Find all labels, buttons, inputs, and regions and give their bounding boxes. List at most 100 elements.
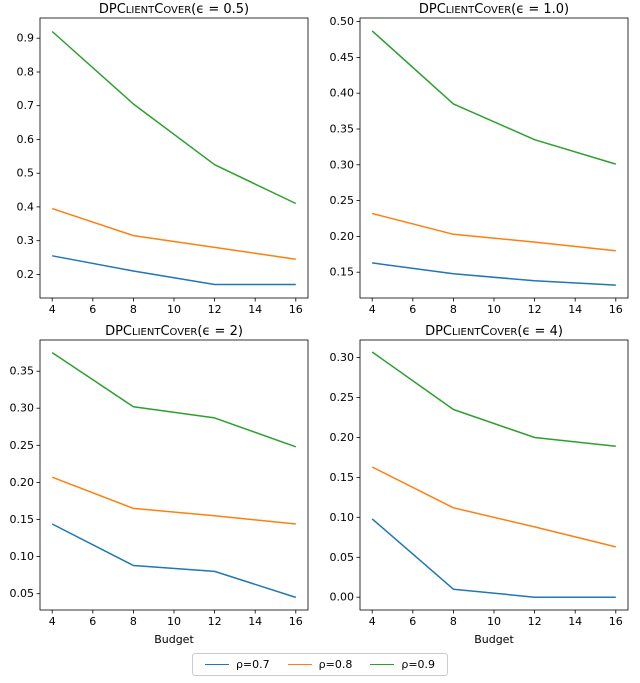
x-tick-label: 14	[568, 303, 582, 316]
y-tick-label: 0.15	[330, 266, 355, 279]
legend-entry: ρ=0.8	[287, 658, 353, 671]
x-tick-label: 4	[49, 615, 56, 628]
chart-eps-1.0: 4 6 8 10 12 14 16 0.15 0.20 0.25 0.30 0.35 0.40 0.45 0…	[330, 2, 629, 316]
chart-title: DPCLIENTCOVER(ϵ = 2)	[105, 324, 243, 339]
legend-label: ρ=0.7	[235, 658, 270, 671]
legend: ρ=0.7 ρ=0.8 ρ=0.9	[191, 653, 449, 676]
y-tick-label: 0.00	[330, 591, 355, 604]
y-tick-label: 0.45	[330, 51, 355, 64]
chart-title: DPCLIENTCOVER(ϵ = 0.5)	[99, 2, 249, 17]
x-tick-label: 4	[369, 615, 376, 628]
plot-frame	[359, 339, 629, 611]
y-tick-label: 0.4	[17, 200, 35, 213]
series-line-1	[371, 466, 616, 548]
series-line-2	[371, 30, 617, 165]
y-tick-label: 0.9	[17, 32, 35, 45]
y-tick-label: 0.7	[17, 99, 35, 112]
series-line-2	[51, 351, 297, 448]
series-line-2	[371, 351, 616, 447]
x-tick-label: 14	[248, 615, 262, 628]
x-tick-label: 6	[409, 303, 416, 316]
x-tick-label: 16	[609, 303, 623, 316]
chart-eps-0.5: 4 6 8 10 12 14 16 0.2 0.3 0.4 0.5 0.6 0.7 0.8 0.9 DPCLI…	[17, 2, 309, 316]
y-tick-label: 0.35	[330, 123, 355, 136]
series-line-0	[371, 518, 616, 598]
y-tick-label: 0.35	[10, 365, 35, 378]
y-tick-label: 0.15	[10, 513, 35, 526]
series-line-2	[51, 30, 297, 205]
series-line-1	[51, 207, 296, 260]
legend-line-sample	[287, 664, 312, 665]
chart-cell-eps-0.5: 4 6 8 10 12 14 16 0.2 0.3 0.4 0.5 0.6 0.7 0.8 0.9 DPCLI…	[0, 0, 320, 322]
x-tick-label: 4	[369, 303, 376, 316]
y-tick-label: 0.40	[330, 87, 355, 100]
series-line-0	[372, 262, 616, 286]
y-tick-label: 0.20	[330, 431, 355, 444]
y-tick-label: 0.20	[10, 476, 35, 489]
chart-eps-2: 4 6 8 10 12 14 16 0.05 0.10 0.15 0.20 0.25 0.30 0.35 D…	[10, 324, 309, 646]
plot-frame	[359, 17, 629, 299]
x-tick-label: 10	[167, 615, 181, 628]
y-tick-label: 0.05	[10, 587, 35, 600]
x-tick-label: 6	[89, 303, 96, 316]
x-tick-label: 10	[167, 303, 181, 316]
x-tick-label: 6	[89, 615, 96, 628]
y-tick-label: 0.5	[17, 167, 35, 180]
chart-cell-eps-1.0: 4 6 8 10 12 14 16 0.15 0.20 0.25 0.30 0.35 0.40 0.45 0…	[320, 0, 640, 322]
series-line-1	[372, 212, 616, 252]
chart-title: DPCLIENTCOVER(ϵ = 4)	[425, 324, 563, 339]
x-tick-label: 14	[248, 303, 262, 316]
y-tick-label: 0.10	[330, 511, 355, 524]
legend-label: ρ=0.8	[318, 658, 353, 671]
legend-row: ρ=0.7 ρ=0.8 ρ=0.9	[0, 653, 640, 676]
y-tick-label: 0.50	[330, 15, 355, 28]
chart-title: DPCLIENTCOVER(ϵ = 1.0)	[419, 2, 569, 17]
chart-eps-4: 4 6 8 10 12 14 16 0.00 0.05 0.10 0.15 0.20 0.25 0.30 D…	[330, 324, 629, 646]
x-tick-label: 8	[450, 615, 457, 628]
x-axis-label: Budget	[474, 633, 514, 646]
series-line-0	[51, 523, 297, 599]
y-tick-label: 0.10	[10, 550, 35, 563]
legend-line-sample	[204, 664, 229, 665]
y-tick-label: 0.3	[17, 234, 35, 247]
y-tick-label: 0.25	[330, 194, 355, 207]
y-tick-label: 0.2	[17, 268, 35, 281]
charts-grid: 4 6 8 10 12 14 16 0.2 0.3 0.4 0.5 0.6 0.7 0.8 0.9 DPCLI…	[0, 0, 640, 650]
x-tick-label: 8	[450, 303, 457, 316]
legend-entry: ρ=0.7	[204, 658, 270, 671]
legend-entry: ρ=0.9	[370, 658, 435, 671]
x-axis-label: Budget	[154, 633, 194, 646]
x-tick-label: 16	[289, 615, 303, 628]
series-line-0	[52, 255, 296, 286]
y-tick-label: 0.30	[10, 402, 35, 415]
x-tick-label: 10	[487, 303, 501, 316]
x-tick-label: 12	[528, 303, 542, 316]
x-tick-label: 8	[130, 303, 137, 316]
plot-frame	[39, 17, 309, 299]
legend-label: ρ=0.9	[401, 658, 436, 671]
x-tick-label: 14	[568, 615, 582, 628]
x-tick-label: 16	[609, 615, 623, 628]
x-tick-label: 12	[208, 615, 222, 628]
legend-line-sample	[370, 664, 395, 665]
y-tick-label: 0.25	[10, 439, 35, 452]
plot-frame	[39, 339, 309, 611]
y-tick-label: 0.20	[330, 230, 355, 243]
y-tick-label: 0.15	[330, 471, 355, 484]
y-tick-label: 0.30	[330, 158, 355, 171]
y-tick-label: 0.30	[330, 351, 355, 364]
x-tick-label: 16	[289, 303, 303, 316]
y-tick-label: 0.6	[17, 133, 35, 146]
y-tick-label: 0.05	[330, 551, 355, 564]
chart-cell-eps-4: 4 6 8 10 12 14 16 0.00 0.05 0.10 0.15 0.20 0.25 0.30 D…	[320, 322, 640, 650]
x-tick-label: 12	[528, 615, 542, 628]
x-tick-label: 8	[130, 615, 137, 628]
x-tick-label: 12	[208, 303, 222, 316]
x-tick-label: 6	[409, 615, 416, 628]
y-tick-label: 0.25	[330, 391, 355, 404]
y-tick-label: 0.8	[17, 66, 35, 79]
chart-cell-eps-2: 4 6 8 10 12 14 16 0.05 0.10 0.15 0.20 0.25 0.30 0.35 D…	[0, 322, 320, 650]
series-line-1	[51, 476, 296, 525]
x-tick-label: 4	[49, 303, 56, 316]
